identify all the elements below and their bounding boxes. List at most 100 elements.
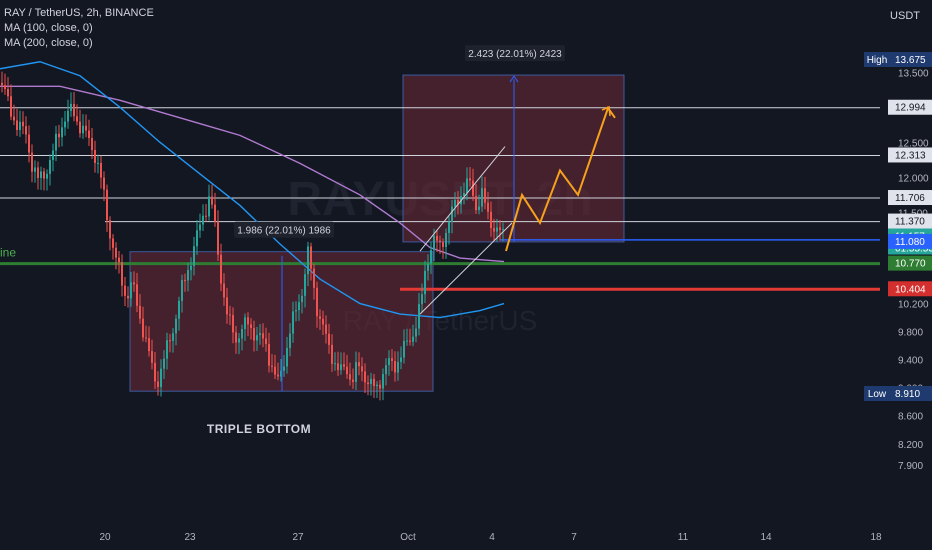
candle-body — [157, 381, 159, 388]
candle-body — [127, 295, 129, 299]
date-tick: 4 — [489, 532, 495, 543]
candle-body — [253, 328, 255, 341]
candle-body — [370, 378, 372, 385]
candle-body — [298, 302, 300, 311]
candle-body — [58, 133, 60, 138]
candle-body — [445, 232, 447, 247]
candle-body — [16, 120, 18, 130]
measure-label-2: 2.423 (22.01%) 2423 — [465, 45, 565, 62]
candle-body — [187, 270, 189, 281]
price-tag-red: 10.404 — [888, 281, 932, 297]
candle-body — [199, 224, 201, 231]
candle-body — [97, 162, 99, 164]
candle-body — [316, 287, 318, 317]
candle-body — [205, 215, 207, 217]
candle-body — [202, 215, 204, 225]
candle-body — [463, 192, 465, 197]
candle-body — [241, 328, 243, 339]
candle-body — [85, 125, 87, 131]
candle-body — [238, 338, 240, 343]
candle-body — [34, 167, 36, 172]
candle-body — [130, 282, 132, 299]
candle-body — [46, 173, 48, 179]
candle-body — [430, 250, 432, 264]
candle-body — [49, 160, 51, 174]
candle-body — [181, 280, 183, 301]
price-tick: 9.400 — [898, 356, 923, 367]
measure-label-1: 1.986 (22.01%) 1986 — [234, 221, 334, 238]
candle-body — [379, 384, 381, 389]
support-line-label: ine — [0, 246, 16, 260]
candle-body — [214, 204, 216, 222]
countdown-value: 01:55:53 — [895, 243, 932, 254]
date-tick: 7 — [571, 532, 577, 543]
candle-body — [391, 358, 393, 362]
candle-body — [109, 220, 111, 239]
candle-body — [103, 177, 105, 190]
candle-body — [145, 337, 147, 339]
candle-body — [397, 361, 399, 373]
candle-body — [424, 270, 426, 295]
candle-body — [502, 228, 504, 230]
candle-body — [427, 263, 429, 271]
candle-body — [139, 305, 141, 319]
candle-body — [457, 199, 459, 205]
chart-legend: RAY / TetherUS, 2h, BINANCE MA (100, clo… — [4, 6, 154, 51]
price-tag-blue: 11.080 — [888, 233, 932, 249]
price-tag-low: Low 8.910 — [864, 386, 932, 401]
candle-body — [301, 295, 303, 303]
candle-body — [304, 274, 306, 296]
candle-body — [184, 280, 186, 282]
candle-body — [151, 351, 153, 363]
candle-body — [376, 384, 378, 387]
candle-body — [310, 246, 312, 269]
candle-body — [439, 240, 441, 243]
candle-body — [421, 294, 423, 305]
candle-body — [496, 227, 498, 232]
candle-body — [178, 300, 180, 319]
candle-body — [433, 235, 435, 251]
candle-body — [25, 126, 27, 135]
price-tag-value: 10.404 — [895, 284, 926, 295]
candle-body — [31, 152, 33, 172]
candle-body — [79, 121, 81, 134]
candle-body — [442, 242, 444, 247]
candle-body — [133, 282, 135, 285]
candle-body — [319, 316, 321, 319]
candle-body — [313, 268, 315, 288]
date-tick: 23 — [184, 532, 196, 543]
candle-body — [451, 206, 453, 222]
date-tick: 11 — [678, 532, 689, 543]
candle-body — [82, 125, 84, 134]
candle-body — [106, 189, 108, 221]
candle-body — [112, 238, 114, 248]
candle-body — [124, 285, 126, 296]
price-tag-value: 11.706 — [895, 193, 925, 204]
candle-body — [211, 196, 213, 205]
candle-body — [286, 348, 288, 367]
price-tick: 12.500 — [898, 138, 929, 149]
candle-body — [292, 311, 294, 334]
candle-body — [364, 371, 366, 383]
candle-body — [406, 340, 408, 342]
candle-body — [307, 246, 309, 275]
candle-body — [490, 211, 492, 229]
candle-body — [322, 318, 324, 325]
price-tag-name: High — [867, 55, 888, 66]
measure-label-2-text: 2.423 (22.01%) 2423 — [468, 49, 562, 60]
candle-body — [271, 365, 273, 367]
price-tick: 7.900 — [898, 461, 923, 472]
price-tag-level: 11.706 — [888, 190, 932, 206]
candle-body — [208, 196, 210, 217]
date-tick: 14 — [760, 532, 772, 543]
candle-body — [4, 85, 6, 89]
candle-body — [382, 374, 384, 389]
candle-body — [190, 265, 192, 271]
candle-body — [265, 338, 267, 345]
channel-lower-line — [419, 222, 513, 315]
price-tag-high: High 13.675 — [864, 52, 932, 67]
candle-body — [340, 364, 342, 371]
candle-body — [115, 247, 117, 258]
candle-body — [163, 358, 165, 369]
